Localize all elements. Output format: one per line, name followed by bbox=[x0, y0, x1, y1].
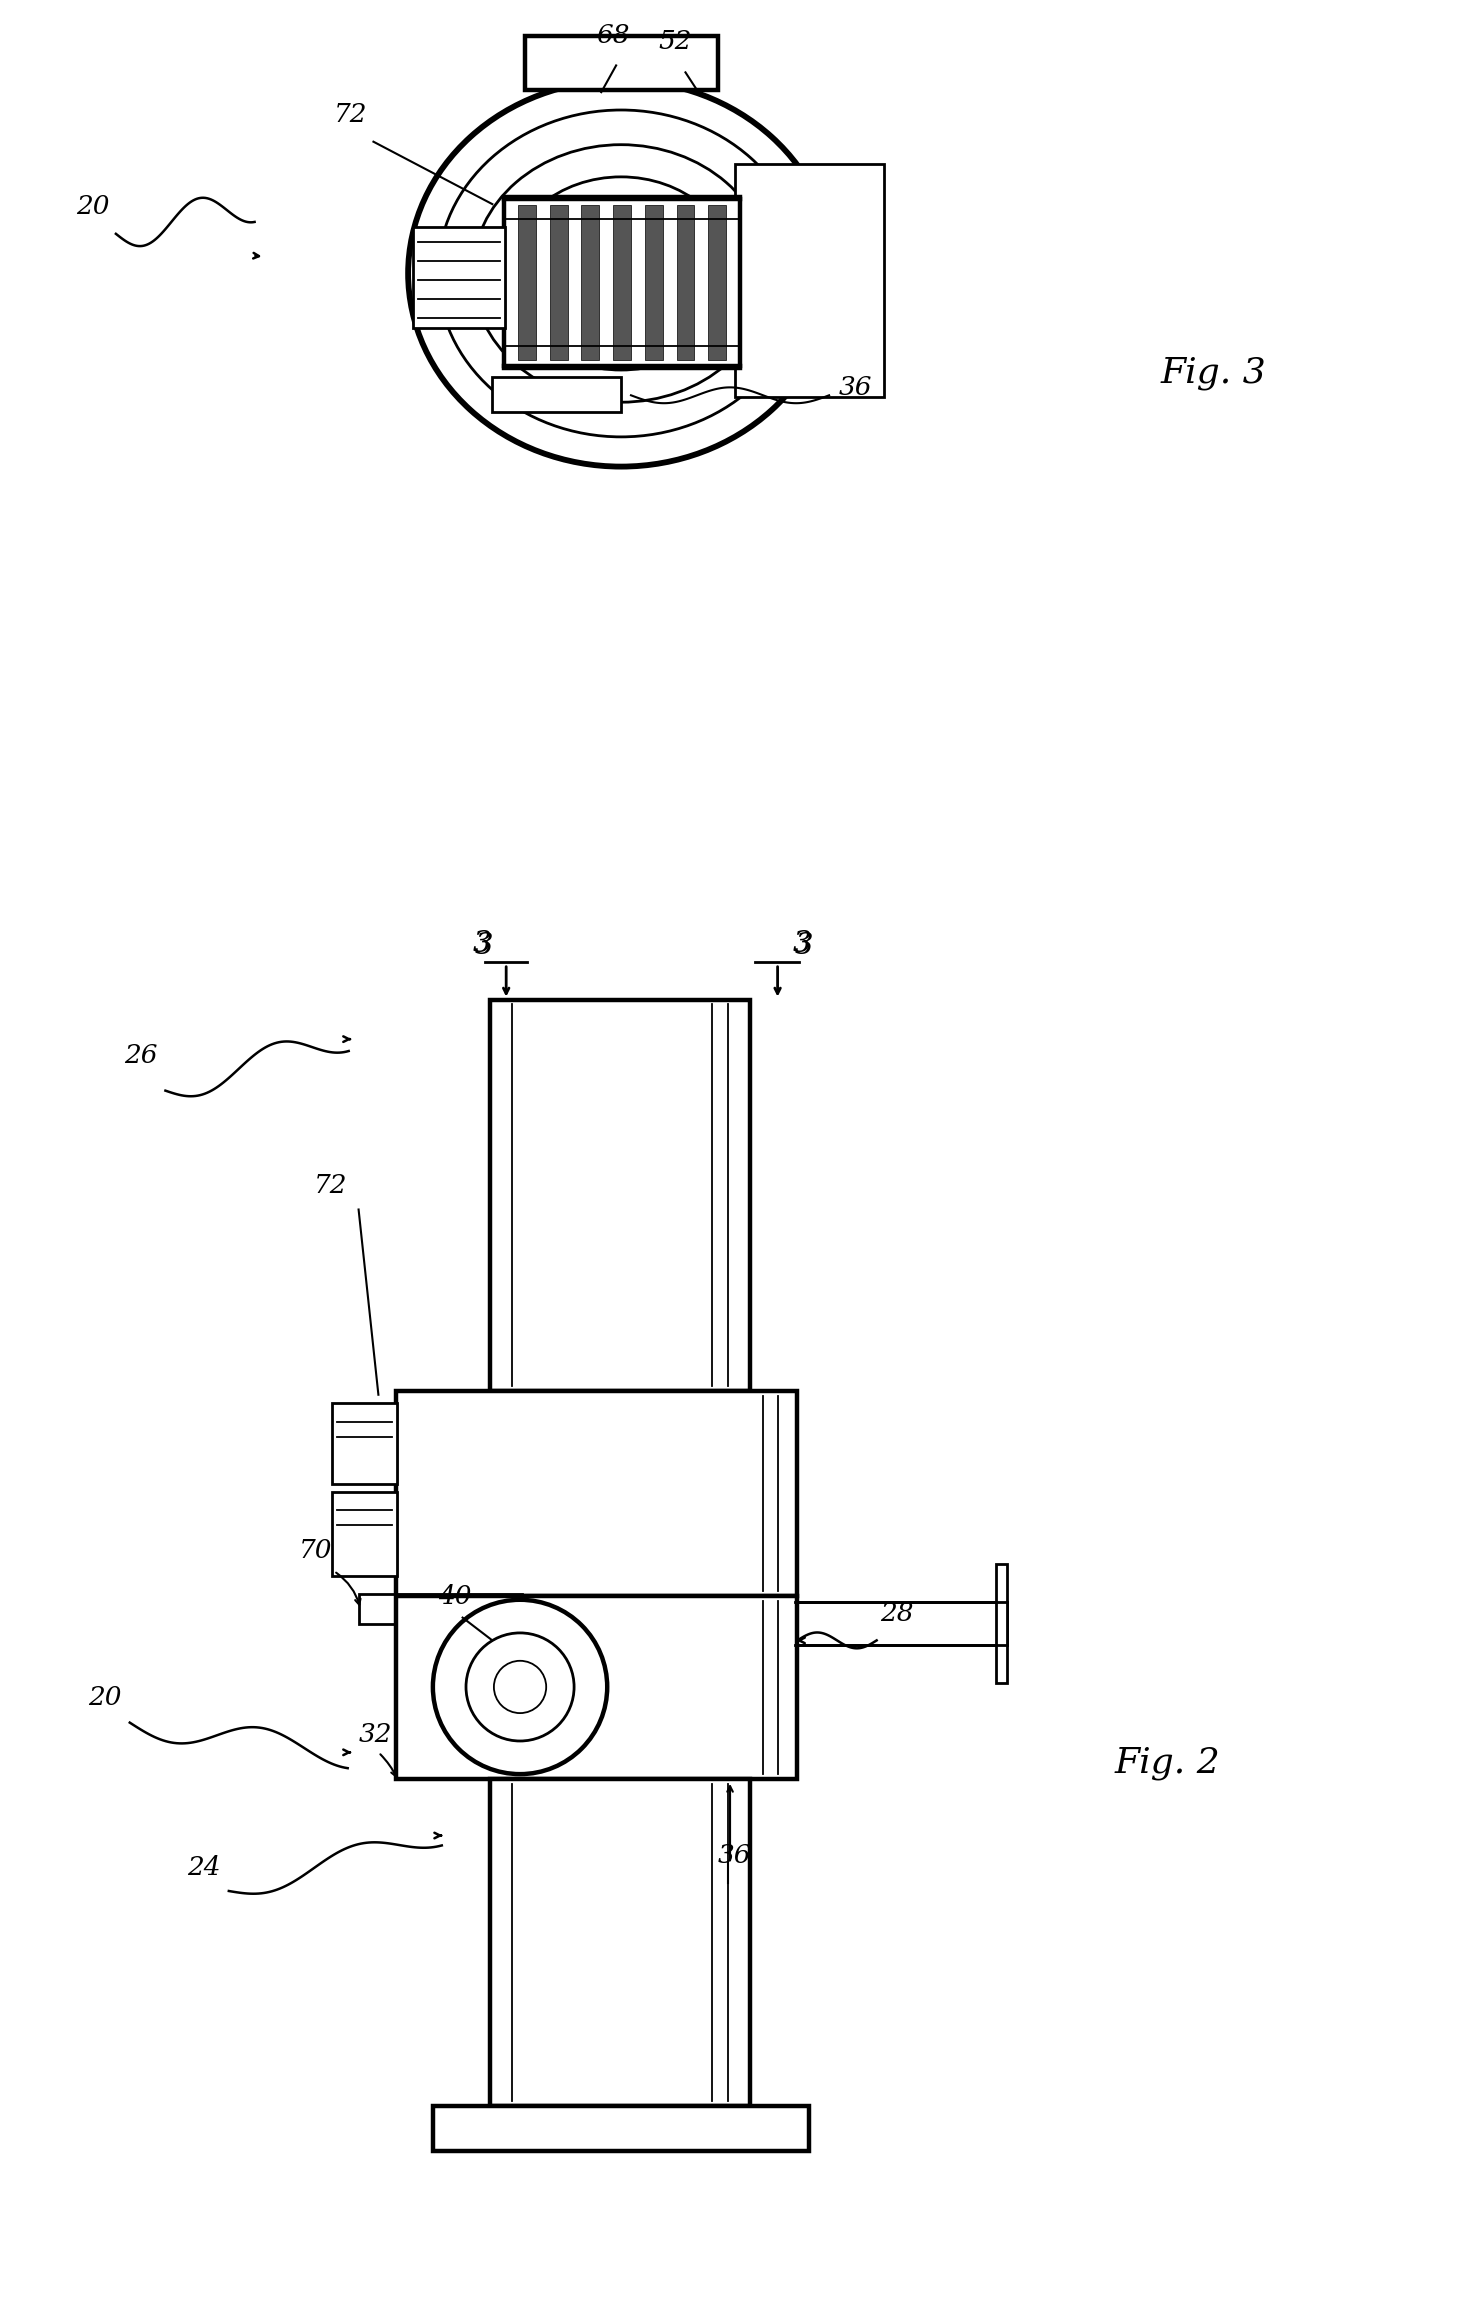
Text: 3: 3 bbox=[795, 931, 812, 959]
Bar bbox=[519, 206, 536, 359]
Bar bbox=[332, 1403, 397, 1485]
Text: 72: 72 bbox=[333, 102, 367, 127]
Text: 40: 40 bbox=[438, 1584, 472, 1610]
Bar bbox=[413, 227, 505, 329]
Bar bbox=[397, 1596, 798, 1779]
Bar bbox=[491, 1779, 749, 2105]
Bar bbox=[332, 1492, 397, 1575]
Text: Fig. 2: Fig. 2 bbox=[1115, 1746, 1221, 1779]
Bar bbox=[613, 206, 632, 359]
Text: 20: 20 bbox=[88, 1684, 122, 1709]
Bar bbox=[677, 206, 695, 359]
Bar bbox=[795, 1603, 1008, 1644]
Bar bbox=[397, 1392, 798, 1596]
Circle shape bbox=[433, 1600, 607, 1774]
Bar bbox=[645, 206, 663, 359]
Circle shape bbox=[494, 1661, 546, 1714]
Bar bbox=[708, 206, 726, 359]
Bar bbox=[492, 378, 621, 412]
Text: 20: 20 bbox=[76, 195, 110, 220]
Text: 3: 3 bbox=[792, 931, 811, 959]
Text: 26: 26 bbox=[123, 1042, 157, 1068]
Text: 72: 72 bbox=[314, 1172, 348, 1197]
Bar bbox=[491, 1001, 749, 1392]
Text: 24: 24 bbox=[187, 1855, 220, 1881]
Bar bbox=[358, 1593, 521, 1624]
Bar bbox=[504, 197, 740, 368]
Bar bbox=[582, 206, 599, 359]
Text: 68: 68 bbox=[596, 23, 630, 49]
Bar bbox=[734, 164, 883, 398]
Text: 28: 28 bbox=[880, 1600, 914, 1626]
Circle shape bbox=[466, 1633, 574, 1742]
Text: 3: 3 bbox=[473, 931, 491, 959]
Bar bbox=[549, 206, 567, 359]
Text: Fig. 3: Fig. 3 bbox=[1161, 357, 1266, 389]
Text: 3: 3 bbox=[474, 931, 494, 959]
Bar bbox=[524, 35, 718, 90]
Text: 36: 36 bbox=[839, 375, 873, 401]
Text: 36: 36 bbox=[718, 1844, 752, 1869]
Text: 70: 70 bbox=[300, 1538, 332, 1563]
Bar bbox=[433, 2105, 809, 2152]
Bar bbox=[996, 1563, 1008, 1684]
Text: 32: 32 bbox=[358, 1723, 392, 1746]
Text: 52: 52 bbox=[658, 28, 692, 53]
